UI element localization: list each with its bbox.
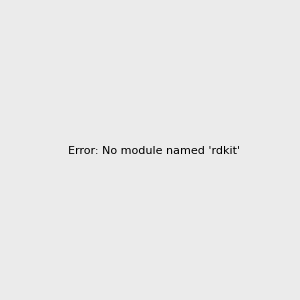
Text: Error: No module named 'rdkit': Error: No module named 'rdkit' [68, 146, 240, 157]
